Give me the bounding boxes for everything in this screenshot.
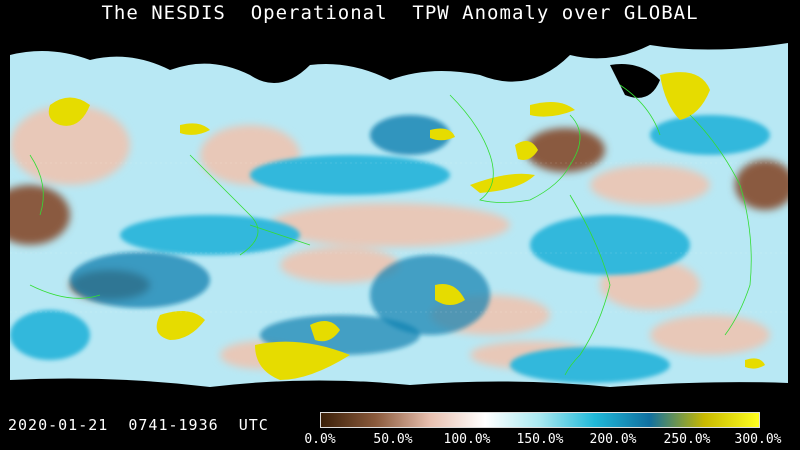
colorbar-tick: 50.0% [373, 432, 413, 447]
tpw-anomaly-map [10, 35, 788, 397]
map-title: The NESDIS Operational TPW Anomaly over … [101, 2, 699, 24]
extreme-wet-regions [48, 72, 765, 380]
timestamp-label: 2020-01-21 0741-1936 UTC [8, 416, 269, 434]
colorbar-tick: 200.0% [589, 432, 637, 447]
colorbar-tick: 300.0% [734, 432, 782, 447]
wet-anomaly-regions [10, 115, 770, 383]
colorbar-tick: 150.0% [516, 432, 564, 447]
colorbar-tick: 250.0% [663, 432, 711, 447]
no-data-regions [10, 35, 788, 397]
colorbar-tick: 0.0% [304, 432, 336, 447]
colorbar-ticks: 0.0% 50.0% 100.0% 150.0% 200.0% 250.0% 3… [0, 432, 800, 448]
colorbar [320, 412, 760, 428]
colorbar-tick: 100.0% [443, 432, 491, 447]
coastlines [29, 84, 752, 376]
